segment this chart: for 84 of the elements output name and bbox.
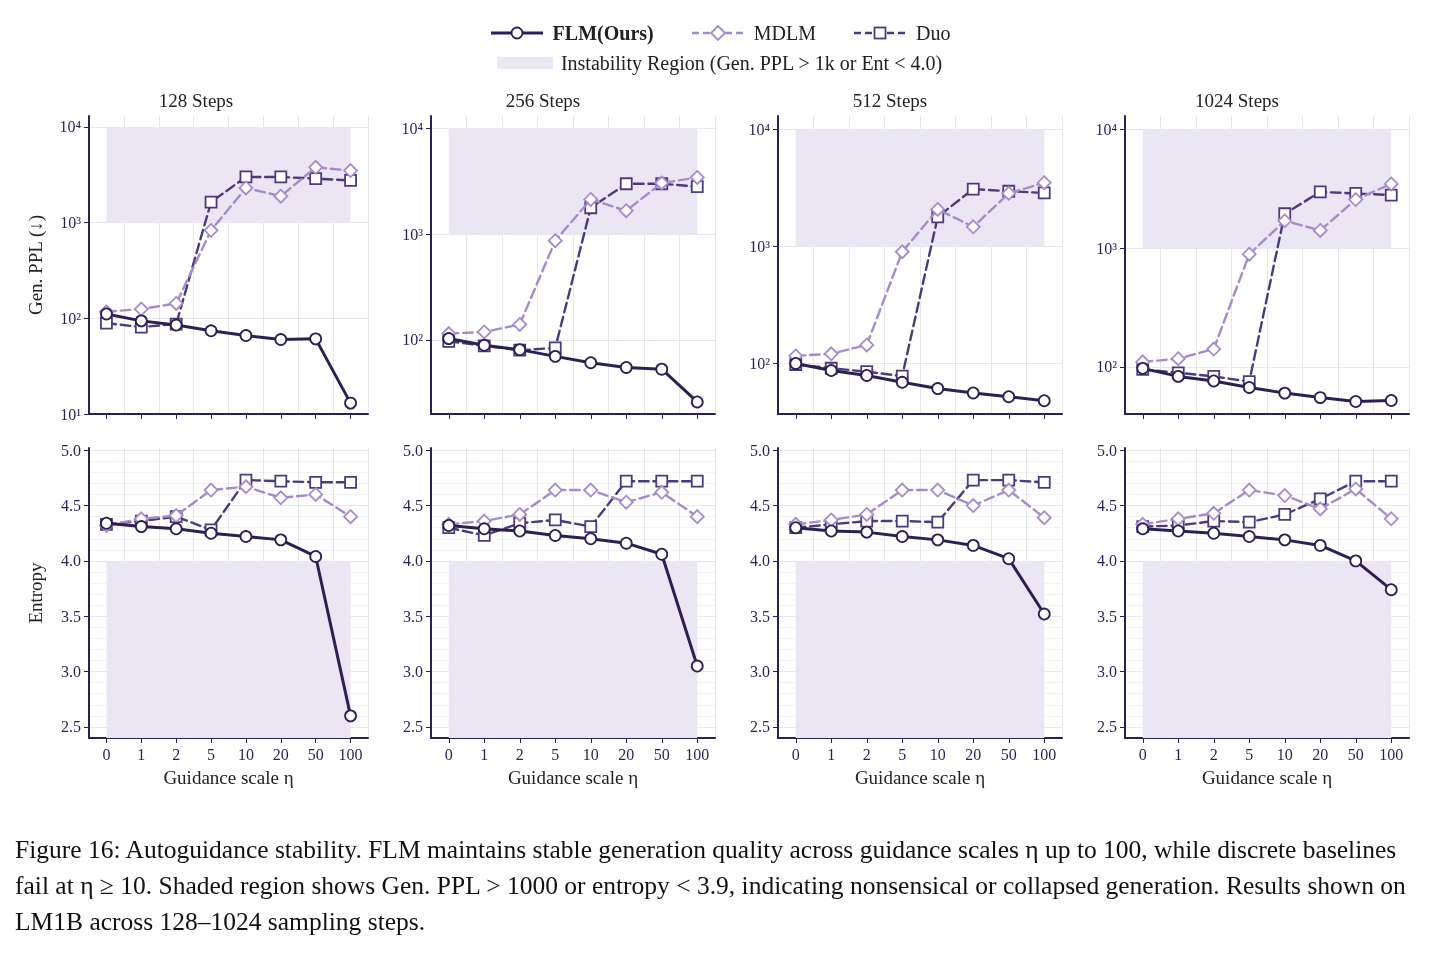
- caption: Figure 16: Autoguidance stability. FLM maintains stable generation quality across guidance scales η up to 100, while discrete baselines fail at η ≥ 10. Shaded region shows Gen. PPL > 1000 or entropy < 3.9, indicating nonsensical or collapsed generation. Results shown on LM1B across 128–1024 sampling steps.: [15, 834, 1407, 938]
- x-tick-label: 20: [965, 745, 982, 763]
- y-tick-label: 10²: [60, 309, 82, 327]
- y-tick-label: 4.5: [750, 497, 770, 515]
- y-tick-label: 10²: [1096, 358, 1118, 376]
- y-tick-label: 10²: [749, 354, 771, 372]
- x-tick-label: 0: [791, 745, 800, 763]
- x-tick-label: 1: [480, 745, 489, 763]
- x-axis-title: Guidance scale η: [1201, 767, 1333, 788]
- y-tick-label: 2.5: [61, 718, 81, 736]
- x-tick-label: 100: [1032, 745, 1057, 763]
- x-tick-label: 5: [898, 745, 907, 763]
- y-tick-label: 3.0: [750, 663, 770, 681]
- x-tick-label: 100: [685, 745, 710, 763]
- legend-label: Duo: [915, 21, 951, 45]
- x-axis-title: Guidance scale η: [854, 767, 986, 788]
- y-tick-label: 10¹: [60, 405, 82, 423]
- x-tick-label: 10: [929, 745, 946, 763]
- y-tick-label: 5.0: [750, 441, 770, 459]
- x-axis-title: Guidance scale η: [163, 767, 294, 788]
- y-axis-title: Gen. PPL (↓): [25, 214, 47, 316]
- y-tick-label: 10²: [402, 331, 424, 349]
- x-tick-label: 0: [102, 745, 111, 763]
- x-tick-label: 20: [1312, 745, 1329, 763]
- chart-title: 256 Steps: [505, 90, 581, 111]
- x-tick-label: 1: [137, 745, 146, 763]
- y-tick-label: 5.0: [1097, 441, 1117, 459]
- x-tick-label: 0: [1138, 745, 1147, 763]
- y-tick-label: 10³: [1096, 239, 1118, 257]
- x-tick-label: 1: [1174, 745, 1183, 763]
- y-tick-label: 4.5: [403, 497, 423, 515]
- y-axis-title: Entropy: [25, 561, 46, 624]
- y-tick-label: 4.5: [61, 497, 81, 515]
- x-tick-label: 0: [444, 745, 453, 763]
- y-tick-label: 3.0: [61, 663, 81, 681]
- chart-title: 512 Steps: [852, 90, 928, 111]
- y-tick-label: 4.0: [61, 552, 81, 570]
- y-tick-label: 4.0: [403, 552, 423, 570]
- x-tick-label: 10: [1276, 745, 1293, 763]
- x-tick-label: 50: [307, 745, 324, 763]
- y-tick-label: 3.0: [403, 663, 423, 681]
- chart-title: 1024 Steps: [1195, 90, 1279, 111]
- x-tick-label: 20: [272, 745, 289, 763]
- x-tick-label: 2: [862, 745, 871, 763]
- x-tick-label: 50: [653, 745, 670, 763]
- y-tick-label: 2.5: [1097, 718, 1117, 736]
- x-tick-label: 2: [1209, 745, 1218, 763]
- y-tick-label: 5.0: [61, 441, 81, 459]
- x-tick-label: 5: [551, 745, 560, 763]
- chart-title: 128 Steps: [158, 90, 234, 111]
- y-tick-label: 10⁴: [401, 119, 424, 137]
- y-tick-label: 10³: [402, 225, 424, 243]
- x-tick-label: 2: [172, 745, 181, 763]
- y-tick-label: 10³: [60, 214, 82, 232]
- y-tick-label: 5.0: [403, 441, 423, 459]
- x-tick-label: 100: [338, 745, 363, 763]
- y-tick-label: 2.5: [750, 718, 770, 736]
- x-tick-label: 50: [1347, 745, 1364, 763]
- y-tick-label: 4.0: [750, 552, 770, 570]
- legend-label: FLM(Ours): [552, 21, 654, 45]
- y-tick-label: 3.5: [403, 607, 423, 625]
- y-tick-label: 2.5: [403, 718, 423, 736]
- x-tick-label: 5: [1245, 745, 1254, 763]
- y-tick-label: 3.5: [750, 607, 770, 625]
- y-tick-label: 3.5: [61, 607, 81, 625]
- y-tick-label: 10⁴: [59, 118, 82, 136]
- x-axis-title: Guidance scale η: [507, 767, 639, 788]
- x-tick-label: 5: [207, 745, 216, 763]
- x-tick-label: 50: [1000, 745, 1017, 763]
- y-tick-label: 4.5: [1097, 497, 1117, 515]
- x-tick-label: 20: [618, 745, 635, 763]
- x-tick-label: 10: [582, 745, 599, 763]
- y-tick-label: 10⁴: [748, 120, 771, 138]
- y-tick-label: 3.0: [1097, 663, 1117, 681]
- y-tick-label: 10³: [749, 237, 771, 255]
- x-tick-label: 100: [1379, 745, 1404, 763]
- y-tick-label: 3.5: [1097, 607, 1117, 625]
- x-tick-label: 10: [237, 745, 254, 763]
- x-tick-label: 2: [515, 745, 524, 763]
- y-tick-label: 4.0: [1097, 552, 1117, 570]
- legend-label: Instability Region (Gen. PPL > 1k or Ent < 4.0): [560, 51, 943, 75]
- legend-label: MDLM: [753, 21, 816, 45]
- y-tick-label: 10⁴: [1095, 121, 1118, 139]
- x-tick-label: 1: [827, 745, 836, 763]
